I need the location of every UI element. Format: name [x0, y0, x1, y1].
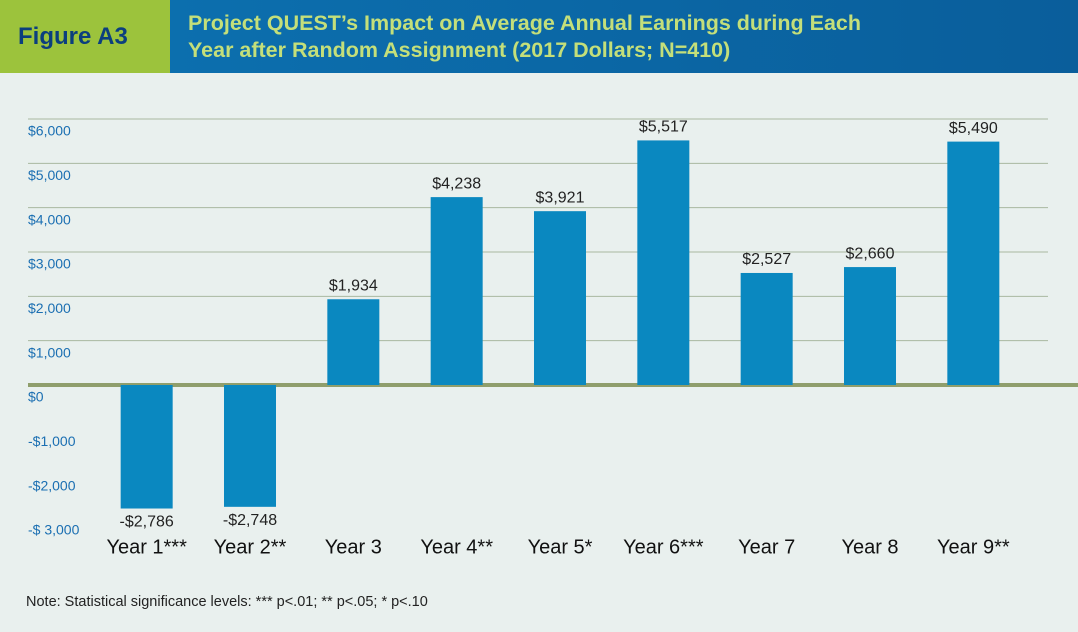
y-tick-label: $3,000	[28, 256, 71, 272]
y-tick-label: -$ 3,000	[28, 522, 80, 538]
value-label: $2,660	[846, 245, 895, 262]
x-tick-label: Year 6***	[623, 536, 704, 558]
bar	[947, 141, 1000, 385]
y-tick-label: $1,000	[28, 344, 71, 360]
x-tick-label: Year 9**	[937, 536, 1010, 558]
x-tick-label: Year 1***	[106, 536, 187, 558]
y-tick-label: $6,000	[28, 123, 71, 139]
bar	[844, 267, 896, 385]
y-tick-label: -$1,000	[28, 433, 76, 449]
bar	[740, 272, 793, 385]
x-tick-label: Year 7	[738, 536, 795, 558]
y-tick-label: $4,000	[28, 211, 71, 227]
note: Note: Statistical significance levels: *…	[26, 594, 428, 610]
value-label: $3,921	[536, 189, 585, 206]
value-label: -$2,748	[223, 512, 277, 529]
x-tick-label: Year 4**	[420, 536, 493, 558]
y-tick-label: $5,000	[28, 167, 71, 183]
figure-label: Figure A3	[0, 0, 170, 73]
bar	[224, 385, 276, 507]
chart-title: Project QUEST’s Impact on Average Annual…	[188, 11, 862, 62]
bar	[534, 211, 586, 385]
value-label: -$2,786	[120, 514, 174, 531]
y-tick-label: -$2,000	[28, 477, 76, 493]
bar	[430, 197, 483, 385]
y-tick-label: $2,000	[28, 300, 71, 316]
value-label: $1,934	[329, 277, 378, 294]
x-tick-label: Year 5*	[528, 536, 593, 558]
y-tick-label: $0	[28, 389, 44, 405]
value-label: $4,238	[432, 175, 481, 192]
value-label: $5,490	[949, 120, 998, 137]
bar	[120, 385, 173, 509]
x-tick-label: Year 3	[325, 536, 382, 558]
value-label: $5,517	[639, 119, 688, 136]
x-tick-label: Year 8	[841, 536, 898, 558]
bar	[637, 140, 690, 385]
x-tick-label: Year 2**	[214, 536, 287, 558]
value-label: $2,527	[742, 251, 791, 268]
title-band: Project QUEST’s Impact on Average Annual…	[170, 0, 1078, 73]
bar	[327, 299, 380, 385]
